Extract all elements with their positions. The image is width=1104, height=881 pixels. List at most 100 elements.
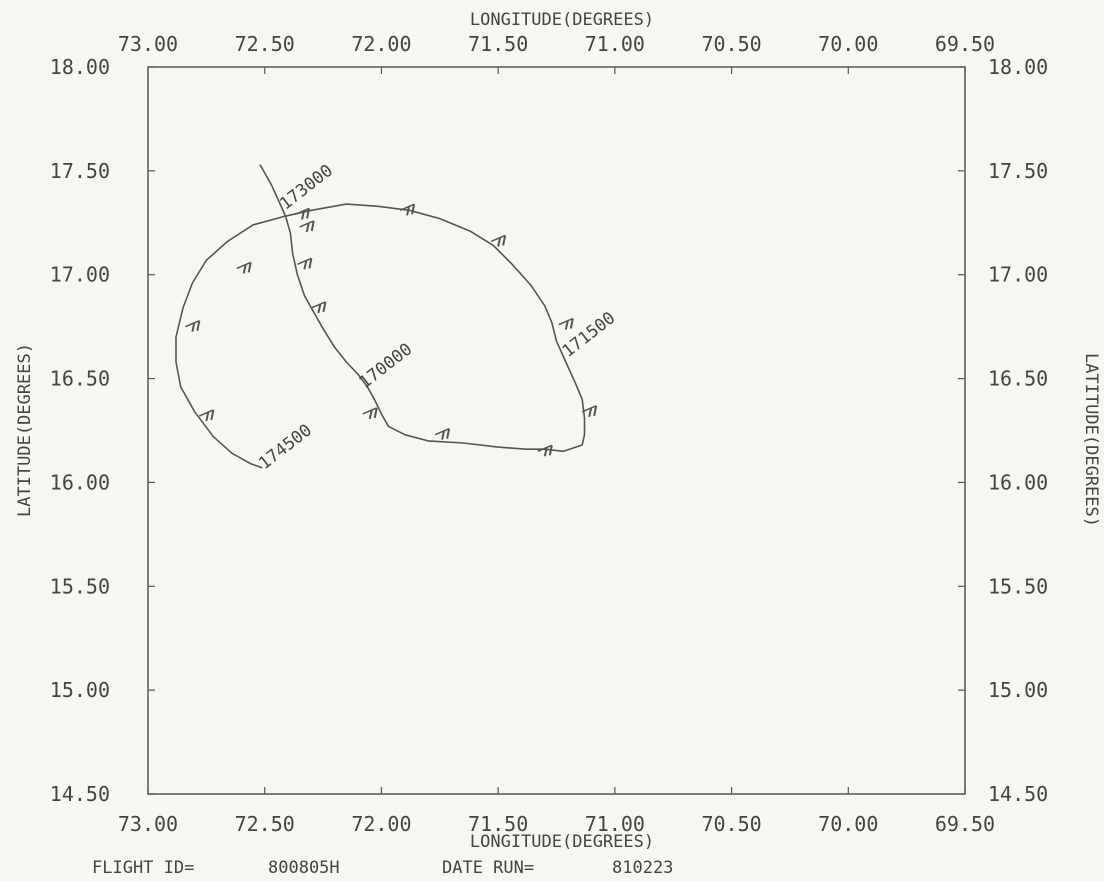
flight-track-line — [175, 164, 586, 469]
wind-barb-staff — [558, 317, 574, 326]
x-tick-label-bottom: 72.00 — [351, 812, 411, 836]
wind-barb — [185, 319, 201, 332]
y-tick-label-left: 16.50 — [50, 367, 110, 391]
time-annotation: 170000 — [356, 339, 417, 393]
x-tick-label-top: 71.00 — [585, 32, 645, 56]
x-tick-label-bottom: 71.50 — [468, 812, 528, 836]
wind-barb-flag — [373, 407, 378, 419]
wind-barb — [299, 220, 315, 233]
wind-barb-staff — [297, 257, 312, 266]
y-tick-label-right: 17.50 — [988, 159, 1048, 183]
wind-barb — [311, 301, 327, 314]
y-tick-label-right: 14.50 — [988, 782, 1048, 806]
wind-barb-flag — [308, 258, 313, 269]
tick-labels: 73.00 73.00 72.50 72.50 72.00 72.00 71.50 71.50… — [50, 32, 1048, 836]
y-tick-label-left: 14.50 — [50, 782, 110, 806]
flight-track — [175, 164, 586, 469]
wind-barb-flag — [310, 220, 315, 232]
y-tick-label-right: 17.00 — [988, 263, 1048, 287]
wind-barb-staff — [299, 220, 315, 228]
wind-barb-staff — [236, 261, 251, 270]
x-tick-label-top: 69.50 — [935, 32, 995, 56]
wind-barb-flag — [548, 445, 553, 456]
wind-barb-flag — [406, 206, 411, 216]
wind-barb-flag — [322, 301, 327, 313]
wind-barb-flag — [564, 320, 569, 330]
y-tick-label-left: 17.50 — [50, 159, 110, 183]
wind-barb-flag — [588, 407, 593, 418]
time-annotation: 173000 — [276, 161, 337, 215]
wind-barb-flag — [441, 430, 446, 440]
y-axis-title-right: LATITUDE(DEGREES) — [1081, 353, 1101, 527]
wind-barb-flag — [242, 264, 247, 274]
axis-ticks — [147, 66, 966, 795]
wind-barb-staff — [199, 409, 214, 417]
time-annotation: 171500 — [559, 308, 620, 362]
flight-id-label: FLIGHT ID= — [92, 858, 194, 878]
wind-barb-flag — [303, 260, 308, 270]
x-tick-label-top: 70.50 — [701, 32, 761, 56]
wind-barb — [490, 234, 507, 247]
wind-barb-flag — [446, 428, 451, 439]
wind-barb-flag — [210, 409, 215, 421]
wind-barb-flag — [502, 235, 507, 246]
wind-barb-flag — [543, 447, 548, 457]
y-tick-label-left: 15.00 — [50, 678, 110, 702]
wind-barb-staff — [311, 301, 326, 309]
y-tick-label-right: 18.00 — [988, 55, 1048, 79]
y-tick-label-right: 15.00 — [988, 678, 1048, 702]
wind-barb-flag — [497, 237, 502, 247]
wind-barb-flag — [368, 409, 373, 420]
wind-barb — [362, 407, 378, 420]
wind-barb-flag — [306, 208, 311, 219]
x-tick-label-top: 72.00 — [351, 32, 411, 56]
wind-barb — [199, 409, 215, 422]
wind-barb — [236, 261, 252, 274]
time-annotation: 174500 — [255, 420, 316, 474]
x-tick-label-top: 73.00 — [118, 32, 178, 56]
wind-barb — [399, 203, 416, 216]
y-tick-label-right: 15.50 — [988, 574, 1048, 598]
wind-barb — [581, 405, 598, 418]
wind-barb-flag — [247, 262, 252, 273]
wind-barbs — [185, 203, 598, 457]
y-tick-label-right: 16.50 — [988, 367, 1048, 391]
flight-id-value: 800805H — [268, 858, 340, 878]
x-tick-label-bottom: 70.50 — [701, 812, 761, 836]
wind-barb-flag — [411, 204, 416, 215]
y-axis-title-left: LATITUDE(DEGREES) — [15, 343, 35, 517]
time-annotations: 173000 171500 170000 174500 — [255, 161, 619, 474]
wind-barb-flag — [317, 303, 322, 314]
wind-barb-flag — [305, 222, 310, 233]
x-tick-label-bottom: 72.50 — [235, 812, 295, 836]
date-run-value: 810223 — [612, 858, 673, 878]
wind-barb — [558, 317, 574, 330]
y-tick-label-left: 15.50 — [50, 574, 110, 598]
wind-barb-flag — [191, 322, 196, 332]
x-tick-label-bottom: 70.00 — [818, 812, 878, 836]
wind-barb-staff — [362, 407, 378, 415]
plot-frame — [147, 66, 966, 795]
x-tick-label-bottom: 71.00 — [585, 812, 645, 836]
wind-barb — [297, 257, 313, 270]
wind-barb-staff — [185, 319, 200, 328]
x-tick-label-bottom: 73.00 — [118, 812, 178, 836]
wind-barb-staff — [537, 444, 553, 452]
wind-barb-flag — [593, 405, 598, 417]
wind-barb-staff — [434, 427, 450, 436]
y-tick-label-left: 17.00 — [50, 263, 110, 287]
y-tick-label-right: 16.00 — [988, 470, 1048, 494]
wind-barb-flag — [569, 318, 574, 329]
x-tick-label-bottom: 69.50 — [935, 812, 995, 836]
wind-barb-flag — [301, 210, 306, 220]
wind-barb-staff — [399, 203, 415, 212]
wind-barb-staff — [581, 405, 597, 413]
wind-barb — [537, 444, 553, 457]
x-axis-title-bottom: LONGITUDE(DEGREES) — [470, 832, 654, 852]
wind-barb-staff — [490, 234, 506, 243]
date-run-label: DATE RUN= — [442, 858, 534, 878]
wind-barb — [434, 427, 451, 440]
x-tick-label-top: 70.00 — [818, 32, 878, 56]
wind-barb-staff — [294, 207, 310, 216]
